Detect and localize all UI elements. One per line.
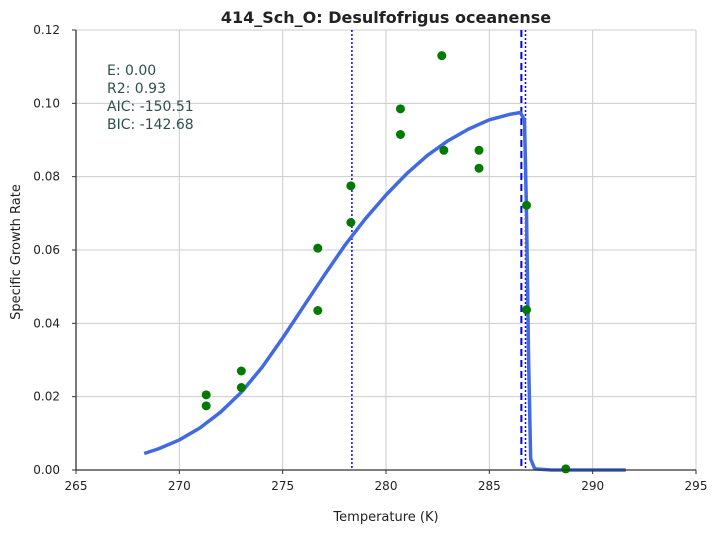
fit-curve-group <box>143 110 626 472</box>
x-axis-label: Temperature (K) <box>332 510 438 525</box>
observation-point <box>313 243 323 253</box>
y-tick-label: 0.00 <box>33 463 60 477</box>
observation-point <box>236 383 246 392</box>
y-tick-label: 0.04 <box>33 316 60 330</box>
x-tick-label: 295 <box>685 479 708 493</box>
y-tick-label: 0.02 <box>33 390 60 404</box>
observation-point <box>561 464 571 474</box>
observation-point <box>346 181 356 191</box>
observation-point <box>201 390 211 400</box>
fit-curve-line <box>143 110 626 472</box>
y-tick-label: 0.08 <box>33 170 60 184</box>
y-tick-label: 0.12 <box>33 23 60 37</box>
y-tick-label: 0.06 <box>33 243 60 257</box>
y-axis-label: Specific Growth Rate <box>9 184 24 320</box>
observation-point <box>236 366 246 376</box>
observation-point <box>201 401 211 411</box>
stat-bic: BIC: -142.68 <box>107 117 194 133</box>
grid-lines <box>76 29 697 470</box>
x-tick-label: 290 <box>581 479 604 493</box>
x-tick-label: 285 <box>478 479 501 493</box>
x-tick-label: 270 <box>168 479 191 493</box>
x-tick-label: 265 <box>65 479 88 493</box>
observation-point <box>346 218 356 227</box>
axes <box>72 29 697 474</box>
observation-point <box>437 51 447 61</box>
observation-points <box>201 51 571 474</box>
y-tick-labels: 0.00 0.02 0.04 0.06 0.08 0.10 0.12 <box>33 23 60 477</box>
stat-r2: R2: 0.93 <box>107 81 166 97</box>
observation-point <box>474 145 484 155</box>
stat-aic: AIC: -150.51 <box>107 99 194 115</box>
chart-title: 414_Sch_O: Desulfofrigus oceanense <box>221 8 551 27</box>
x-tick-label: 280 <box>375 479 398 493</box>
observation-point <box>313 306 323 315</box>
observation-point <box>395 104 405 114</box>
y-tick-label: 0.10 <box>33 96 60 110</box>
x-tick-label: 275 <box>271 479 294 493</box>
x-tick-labels: 265 270 275 280 285 290 295 <box>65 479 708 493</box>
observation-point <box>439 145 449 155</box>
stat-e: E: 0.00 <box>107 63 156 79</box>
observation-point <box>395 130 405 139</box>
observation-point <box>474 163 484 173</box>
observation-point <box>522 305 532 315</box>
observation-point <box>522 200 532 210</box>
